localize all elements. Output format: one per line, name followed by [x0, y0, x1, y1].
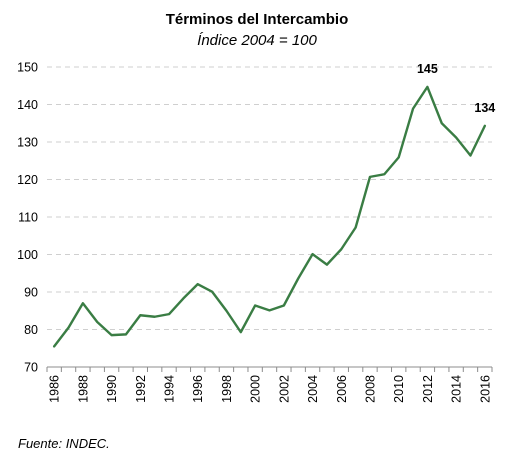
y-tick-label: 110 [18, 211, 38, 225]
x-tick-label: 1986 [48, 375, 62, 403]
y-tick-label: 100 [17, 248, 38, 262]
x-tick-label: 2016 [478, 375, 492, 403]
y-axis: 70 80 90 100 110 120 130 140 150 [17, 61, 38, 375]
y-tick-label: 120 [17, 173, 38, 187]
y-tick-label: 150 [17, 61, 38, 75]
x-tick-label: 2010 [392, 375, 406, 403]
x-tick-label: 1990 [105, 375, 119, 403]
x-tick-label: 1998 [220, 375, 234, 403]
data-label: 145 [417, 62, 438, 76]
data-labels: 145 134 [417, 62, 495, 115]
y-tick-label: 80 [24, 323, 38, 337]
x-tick-label: 1996 [191, 375, 205, 403]
x-tick-label: 1988 [76, 375, 90, 403]
x-axis: 1986 1988 1990 1992 1994 1996 1998 2000 2002 2004… [46, 366, 493, 403]
series-line [52, 85, 487, 348]
x-tick-label: 1994 [163, 375, 177, 403]
x-tick-label: 2002 [277, 375, 291, 403]
data-label: 134 [474, 101, 495, 115]
y-tick-label: 140 [17, 98, 38, 112]
chart-subtitle: Índice 2004 = 100 [197, 32, 317, 49]
chart-title: Términos del Intercambio [166, 11, 349, 28]
plot-area [52, 85, 487, 348]
y-tick-label: 130 [17, 136, 38, 150]
x-tick-label: 2000 [249, 375, 263, 403]
x-tick-label: 2012 [421, 375, 435, 403]
x-tick-label: 1992 [134, 375, 148, 403]
y-tick-label: 90 [24, 286, 38, 300]
x-tick-label: 2014 [450, 375, 464, 403]
x-tick-label: 2006 [335, 375, 349, 403]
source-note: Fuente: INDEC. [18, 436, 110, 451]
y-tick-label: 70 [24, 361, 38, 375]
x-tick-label: 2004 [306, 375, 320, 403]
x-tick-label: 2008 [363, 375, 377, 403]
gridlines [47, 66, 492, 330]
